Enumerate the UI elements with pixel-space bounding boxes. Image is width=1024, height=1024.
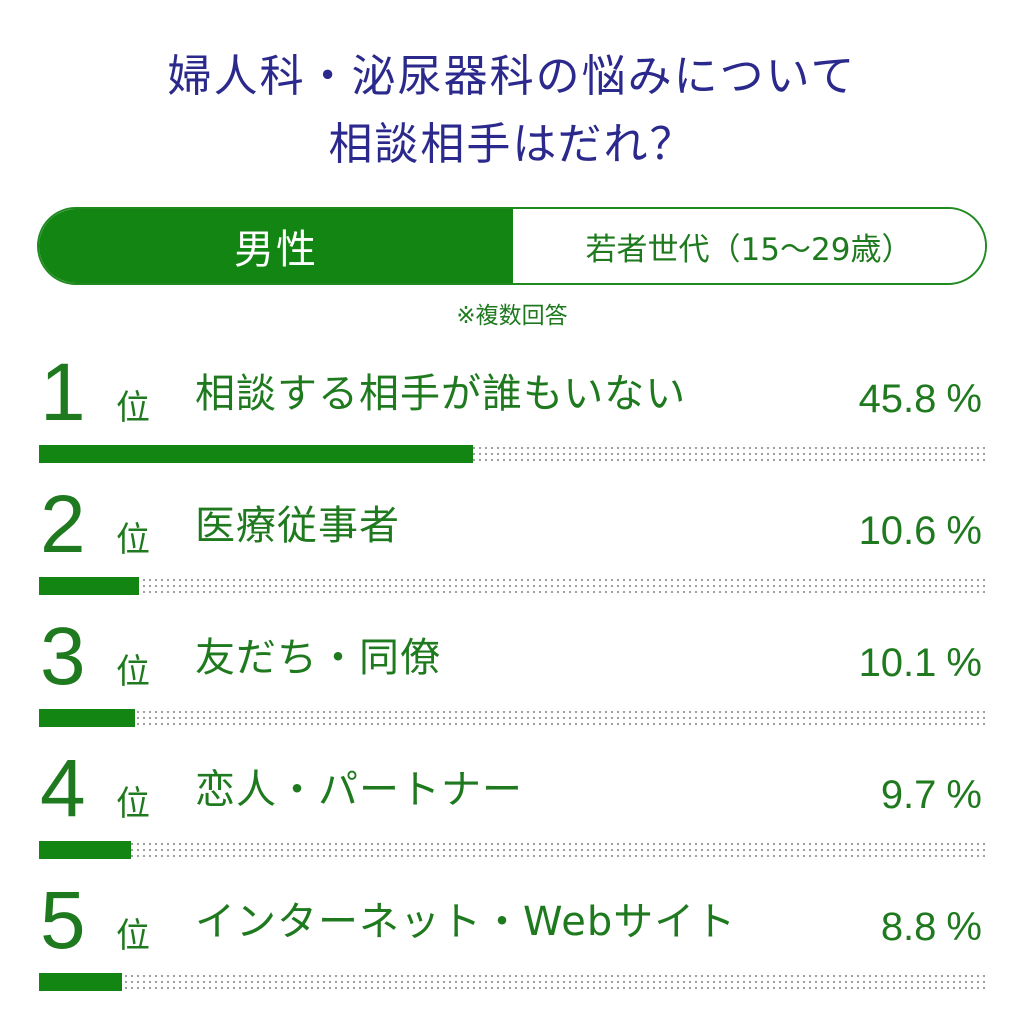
value-number: 10.1 <box>858 641 937 685</box>
value-number: 8.8 <box>880 905 937 949</box>
bar-track <box>39 445 986 463</box>
value-label: 9.7% <box>881 770 982 820</box>
category-label: 恋人・パートナー <box>195 767 523 813</box>
rank-row: 2 位 医療従事者 10.6% <box>0 479 1024 595</box>
value-label: 10.6% <box>859 506 982 556</box>
value-number: 45.8 <box>858 377 937 421</box>
rank-number: 2 <box>40 479 86 570</box>
percent-unit: % <box>946 641 982 685</box>
rank-suffix: 位 <box>116 520 150 560</box>
bar-track <box>39 577 986 595</box>
rank-number: 3 <box>40 611 86 702</box>
chart-title-line2: 相談相手はだれ？ <box>328 119 696 170</box>
bar <box>39 973 123 991</box>
percent-unit: % <box>946 377 982 421</box>
rank-row: 4 位 恋人・パートナー 9.7% <box>0 743 1024 859</box>
rank-suffix: 位 <box>116 388 150 428</box>
rank-row: 1 位 相談する相手が誰もいない 45.8% <box>0 347 1024 463</box>
category-label: インターネット・Webサイト <box>195 899 737 945</box>
bar <box>39 577 140 595</box>
value-number: 9.7 <box>880 773 937 817</box>
bar-track <box>39 709 986 727</box>
segment-gender: 男性 <box>39 209 513 283</box>
segment-age-group: 若者世代（15～29歳） <box>513 209 985 283</box>
category-label: 友だち・同僚 <box>195 635 441 681</box>
value-number: 10.6 <box>858 509 937 553</box>
category-label: 相談する相手が誰もいない <box>195 371 687 417</box>
value-label: 10.1% <box>859 638 982 688</box>
percent-unit: % <box>946 905 982 949</box>
value-label: 8.8% <box>881 902 982 952</box>
rank-number: 1 <box>40 347 86 438</box>
bar <box>39 445 473 463</box>
bar-track <box>39 841 986 859</box>
rank-suffix: 位 <box>116 784 150 824</box>
segment-toggle: 男性 若者世代（15～29歳） <box>37 207 987 285</box>
multiple-answer-note: ※複数回答 <box>456 303 568 329</box>
category-label: 医療従事者 <box>195 503 400 549</box>
rank-number: 5 <box>40 875 86 966</box>
rank-row: 3 位 友だち・同僚 10.1% <box>0 611 1024 727</box>
bar-track <box>39 973 986 991</box>
rank-number: 4 <box>40 743 86 834</box>
bar <box>39 841 131 859</box>
bar <box>39 709 135 727</box>
percent-unit: % <box>946 509 982 553</box>
rank-row: 5 位 インターネット・Webサイト 8.8% <box>0 875 1024 991</box>
percent-unit: % <box>946 773 982 817</box>
rank-suffix: 位 <box>116 916 150 956</box>
chart-title-line1: 婦人科・泌尿器科の悩みについて <box>167 51 857 102</box>
value-label: 45.8% <box>859 374 982 424</box>
rank-suffix: 位 <box>116 652 150 692</box>
